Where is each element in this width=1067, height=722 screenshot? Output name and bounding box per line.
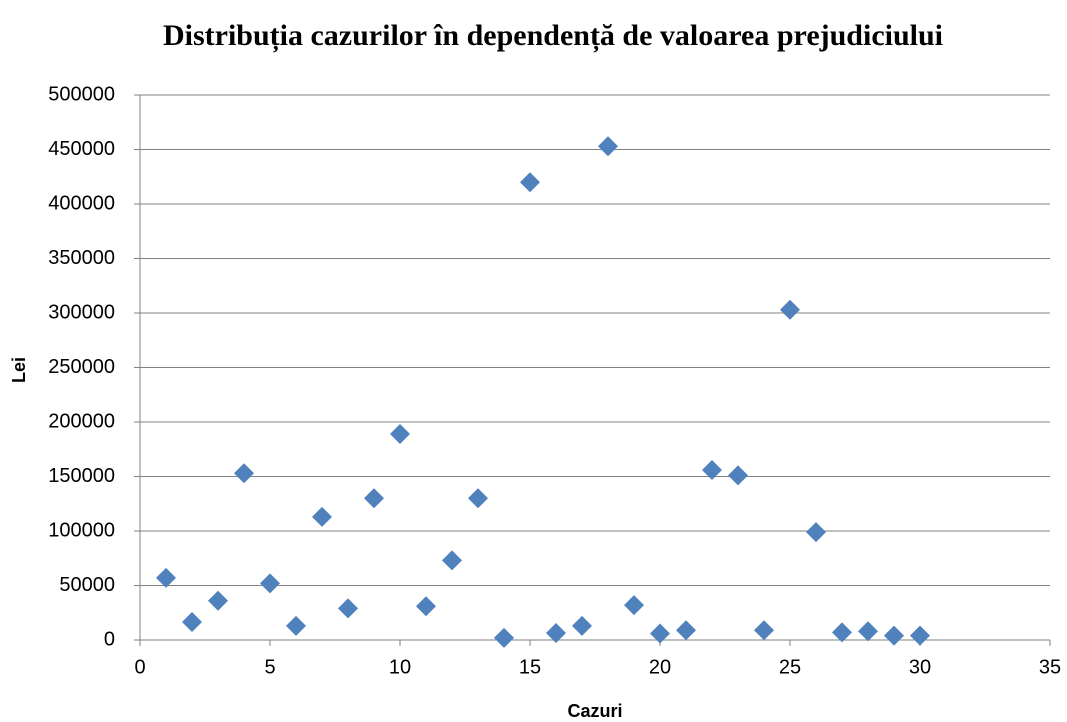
point	[780, 299, 800, 320]
y-tick-label: 450000	[48, 138, 115, 160]
y-tick-label: 400000	[48, 192, 115, 214]
x-tick-label: 15	[519, 656, 541, 678]
point	[156, 567, 176, 588]
point	[286, 615, 306, 636]
point	[598, 136, 618, 157]
point	[884, 625, 904, 646]
y-tick-label: 150000	[48, 465, 115, 487]
y-tick-label: 100000	[48, 519, 115, 541]
point	[416, 596, 436, 617]
x-tick-label: 0	[134, 656, 145, 678]
point	[546, 623, 566, 644]
point	[624, 595, 644, 616]
point	[260, 573, 280, 594]
point	[806, 522, 826, 543]
y-tick-label: 300000	[48, 301, 115, 323]
y-tick-label: 250000	[48, 356, 115, 378]
x-tick-label: 30	[909, 656, 931, 678]
point	[858, 621, 878, 642]
point	[234, 463, 254, 484]
point	[364, 488, 384, 509]
y-tick-label: 350000	[48, 247, 115, 269]
point	[832, 622, 852, 643]
chart-title: Distribuția cazurilor în dependență de v…	[163, 19, 943, 53]
point	[390, 423, 410, 444]
x-tick-label: 25	[779, 656, 801, 678]
point	[910, 625, 930, 646]
point	[572, 615, 592, 636]
y-tick-label: 0	[104, 628, 115, 650]
x-axis-label: Cazuri	[567, 701, 622, 721]
point	[650, 623, 670, 644]
point	[754, 620, 774, 641]
y-axis-label: Lei	[9, 357, 29, 383]
x-tick-label: 5	[264, 656, 275, 678]
x-tick-label: 10	[389, 656, 411, 678]
point	[338, 598, 358, 619]
point	[468, 488, 488, 509]
point	[208, 590, 228, 611]
x-tick-label: 35	[1039, 656, 1061, 678]
point	[728, 465, 748, 486]
point	[312, 506, 332, 527]
y-tick-label: 200000	[48, 410, 115, 432]
y-tick-label: 500000	[48, 83, 115, 105]
point	[520, 172, 540, 193]
point	[494, 627, 514, 648]
point	[702, 459, 722, 480]
point	[442, 550, 462, 571]
x-tick-label: 20	[649, 656, 671, 678]
point	[676, 620, 696, 641]
point	[182, 612, 202, 633]
y-tick-label: 50000	[59, 574, 115, 596]
